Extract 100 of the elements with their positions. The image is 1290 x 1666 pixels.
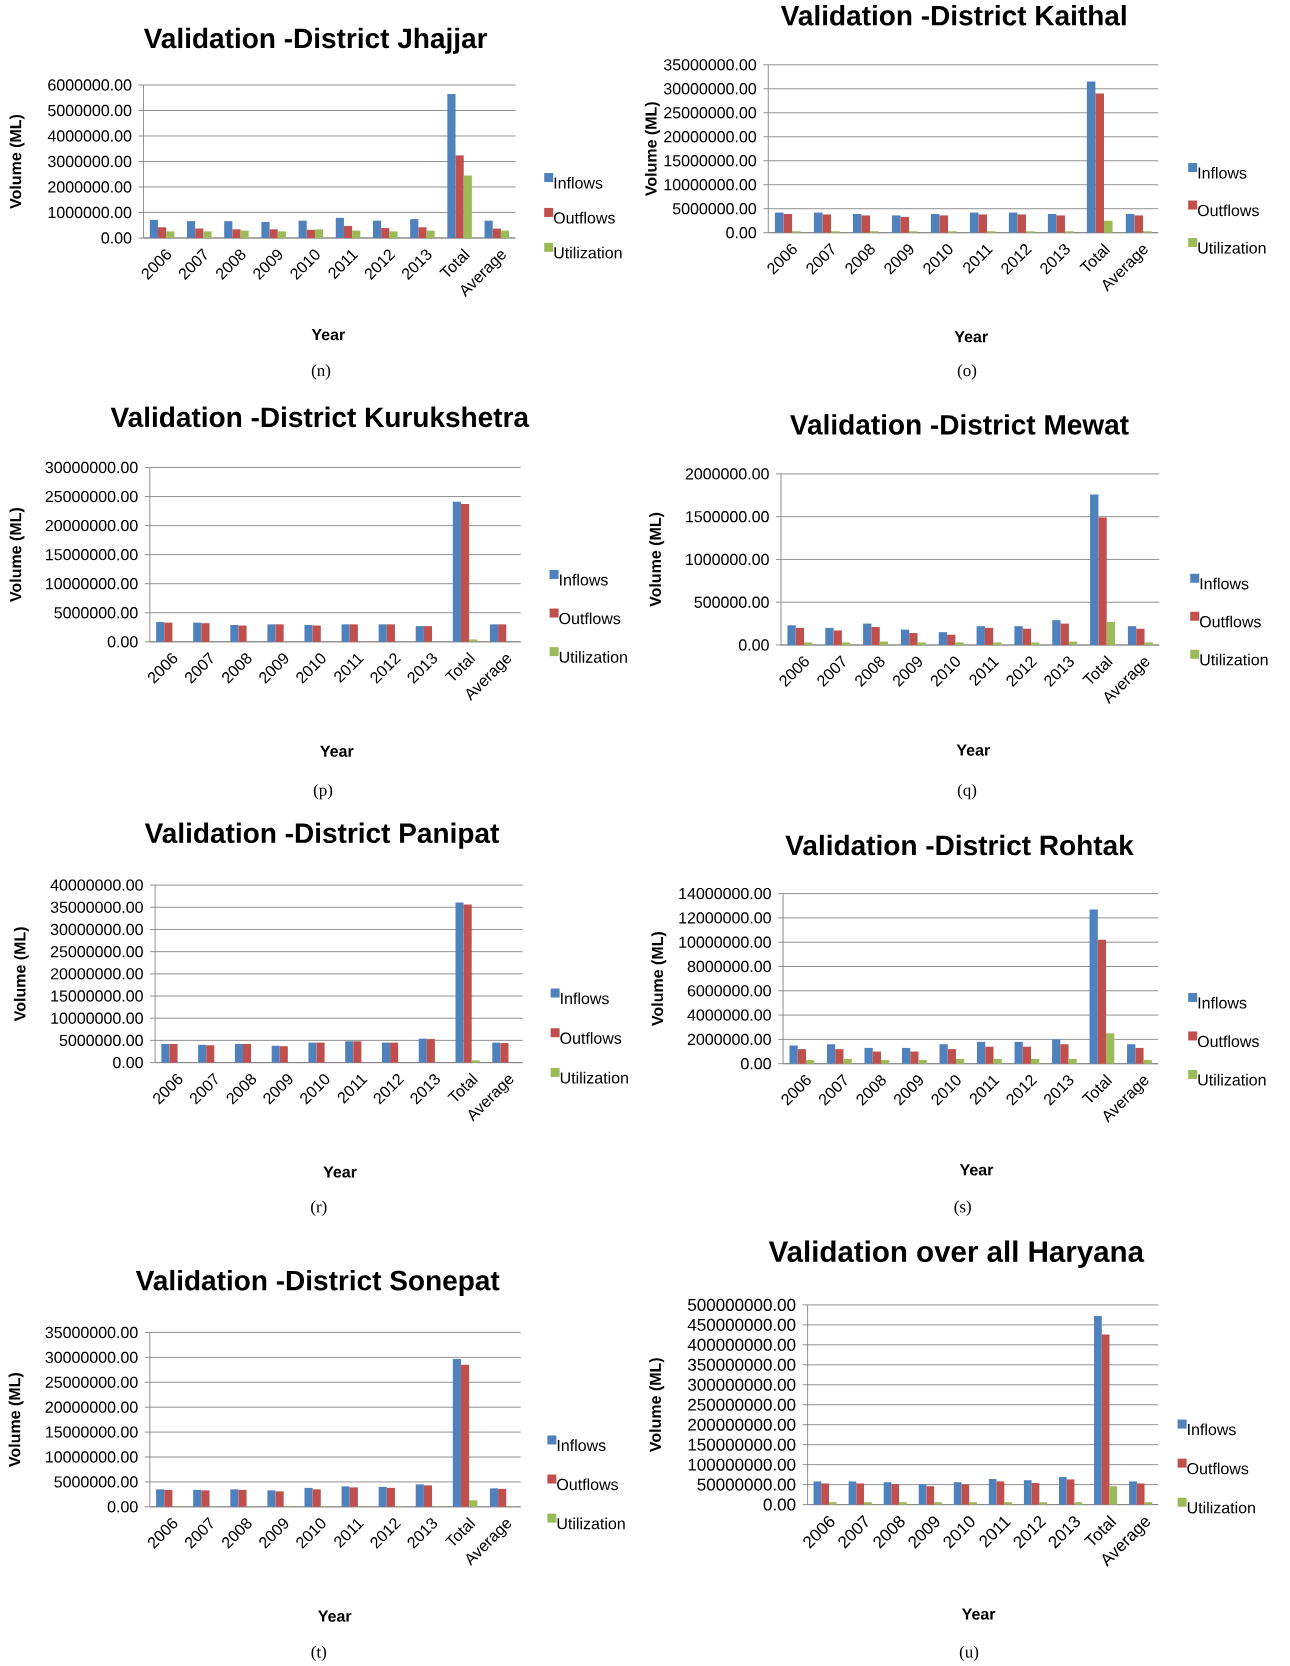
- bar: [500, 230, 510, 238]
- y-tick-label: 1000000.00: [48, 206, 132, 219]
- bar: [918, 1060, 927, 1064]
- bar: [1056, 215, 1066, 233]
- bar: [939, 215, 949, 233]
- bar: [993, 1058, 1002, 1064]
- bar: [261, 221, 270, 238]
- text: (q): [957, 783, 977, 800]
- bar: [961, 1484, 970, 1505]
- bar: [795, 627, 805, 645]
- bar: [787, 625, 796, 645]
- bar: [899, 1502, 907, 1505]
- bar: [386, 1487, 395, 1507]
- bar: [298, 220, 307, 238]
- bar: [910, 1051, 919, 1064]
- bar: [1095, 93, 1104, 233]
- y-tick-label: 2000000.00: [687, 1033, 771, 1046]
- bar: [955, 642, 964, 645]
- bar: [166, 231, 175, 238]
- bar: [230, 624, 239, 642]
- bar: [460, 1364, 470, 1507]
- bar: [306, 229, 315, 238]
- bar: [861, 215, 871, 233]
- legend-label: Utilization: [560, 1071, 628, 1084]
- bar: [864, 1502, 872, 1505]
- bar: [783, 213, 793, 233]
- bar: [1052, 1039, 1061, 1064]
- bar: [206, 1045, 215, 1063]
- bar: [1090, 494, 1099, 645]
- y-tick-label: 0.00: [738, 639, 769, 651]
- text: (u): [959, 1645, 979, 1662]
- bar: [797, 1049, 806, 1064]
- y-tick-label: 450000000.00: [687, 1318, 796, 1331]
- legend-label: Outflows: [1197, 1035, 1259, 1048]
- bar: [423, 1485, 433, 1507]
- bar: [813, 212, 823, 233]
- text: (r): [311, 1200, 327, 1216]
- y-axis-title: Volume (ML): [8, 1373, 24, 1467]
- bar: [813, 1481, 822, 1505]
- legend-label: Utilization: [1200, 653, 1268, 666]
- chart-title: Validation -District Rohtak: [785, 834, 1134, 856]
- bar: [415, 1484, 424, 1507]
- bar: [489, 1488, 499, 1507]
- bar: [341, 1486, 350, 1507]
- bar: [463, 175, 472, 238]
- legend-label: Inflows: [1198, 166, 1247, 179]
- legend-label: Utilization: [557, 1517, 625, 1530]
- bar: [156, 622, 165, 642]
- text: (o): [957, 364, 977, 380]
- x-axis-title: Year: [959, 1164, 994, 1176]
- bar: [918, 1484, 927, 1505]
- bar: [934, 1502, 942, 1505]
- bar: [267, 624, 276, 642]
- bar: [234, 1043, 243, 1063]
- bar: [1144, 1502, 1153, 1505]
- bar: [1125, 213, 1135, 233]
- bar: [381, 1042, 391, 1063]
- bar: [193, 622, 202, 642]
- y-tick-label: 15000000.00: [46, 548, 138, 561]
- bar: [1031, 1483, 1040, 1505]
- bar: [926, 1486, 935, 1505]
- y-tick-label: 14000000.00: [679, 887, 771, 900]
- y-axis-title: Volume (ML): [644, 102, 660, 197]
- bar: [852, 213, 862, 233]
- bar: [1014, 1041, 1023, 1064]
- y-tick-label: 0.00: [107, 636, 138, 648]
- bar: [1060, 1044, 1069, 1064]
- y-axis-title: Volume (ML): [649, 512, 665, 607]
- bar: [452, 1358, 461, 1507]
- y-tick-label: 3000000.00: [48, 155, 132, 168]
- y-tick-label: 0.00: [113, 1056, 143, 1069]
- bar: [353, 1041, 362, 1063]
- bar: [201, 623, 210, 642]
- bar: [947, 1049, 957, 1064]
- y-tick-label: 0.00: [107, 1501, 138, 1513]
- bar: [335, 217, 344, 238]
- bar: [149, 219, 158, 238]
- bar: [203, 231, 212, 238]
- bar: [469, 1500, 478, 1507]
- bar: [1022, 1046, 1032, 1064]
- bar: [230, 1489, 239, 1507]
- bar: [452, 501, 461, 642]
- y-tick-label: 12000000.00: [679, 912, 771, 924]
- bar: [863, 623, 872, 645]
- legend-label: Inflows: [554, 176, 603, 189]
- bar: [312, 625, 321, 642]
- bar: [826, 1044, 836, 1064]
- y-axis-title: Volume (ML): [9, 508, 25, 602]
- text: (n): [311, 364, 331, 380]
- bar: [988, 1479, 997, 1505]
- bar: [378, 1486, 387, 1507]
- chart-title: Validation over all Haryana: [768, 1240, 1145, 1268]
- y-tick-label: 20000000.00: [45, 1401, 138, 1413]
- bar: [415, 626, 424, 642]
- bar: [498, 1488, 507, 1507]
- y-tick-label: 20000000.00: [50, 968, 143, 980]
- legend-label: Inflows: [557, 1439, 606, 1452]
- bar: [238, 1489, 247, 1507]
- bar: [161, 1043, 170, 1063]
- y-axis-title: Volume (ML): [13, 927, 29, 1022]
